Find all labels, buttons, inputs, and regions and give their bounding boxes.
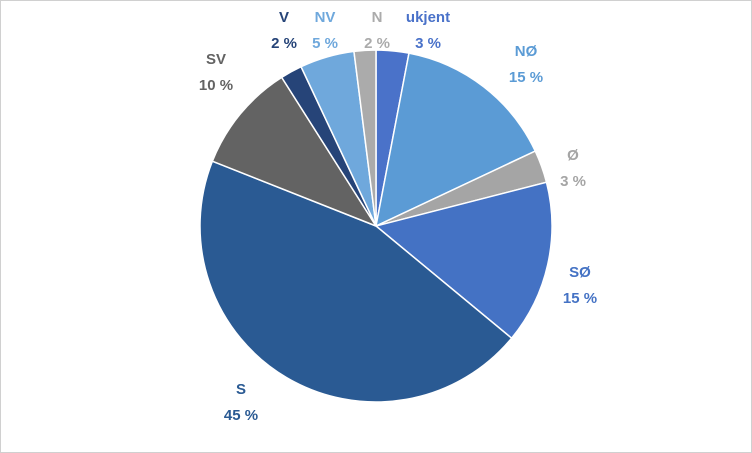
slice-label: V bbox=[279, 9, 289, 26]
value-label: 15 % bbox=[563, 290, 597, 307]
value-label: 45 % bbox=[224, 407, 258, 424]
value-label: 10 % bbox=[199, 77, 233, 94]
slice-label: SØ bbox=[569, 264, 591, 281]
slice-label: NV bbox=[315, 9, 336, 26]
pie-slice bbox=[374, 181, 553, 340]
slice-label: S bbox=[236, 381, 246, 398]
slice-label: ukjent bbox=[406, 9, 450, 26]
slice-label: N bbox=[372, 9, 383, 26]
value-label: 3 % bbox=[560, 173, 586, 190]
slice-label: Ø bbox=[567, 147, 579, 164]
slice-label: NØ bbox=[515, 43, 538, 60]
value-label: 2 % bbox=[271, 35, 297, 52]
pie-slice bbox=[374, 52, 537, 228]
value-label: 3 % bbox=[415, 35, 441, 52]
value-label: 15 % bbox=[509, 69, 543, 86]
pie-slice bbox=[199, 160, 513, 403]
pie-slice bbox=[211, 76, 378, 228]
value-label: 2 % bbox=[364, 35, 390, 52]
value-label: 5 % bbox=[312, 35, 338, 52]
slice-label: SV bbox=[206, 51, 226, 68]
pie-slice bbox=[353, 49, 377, 227]
